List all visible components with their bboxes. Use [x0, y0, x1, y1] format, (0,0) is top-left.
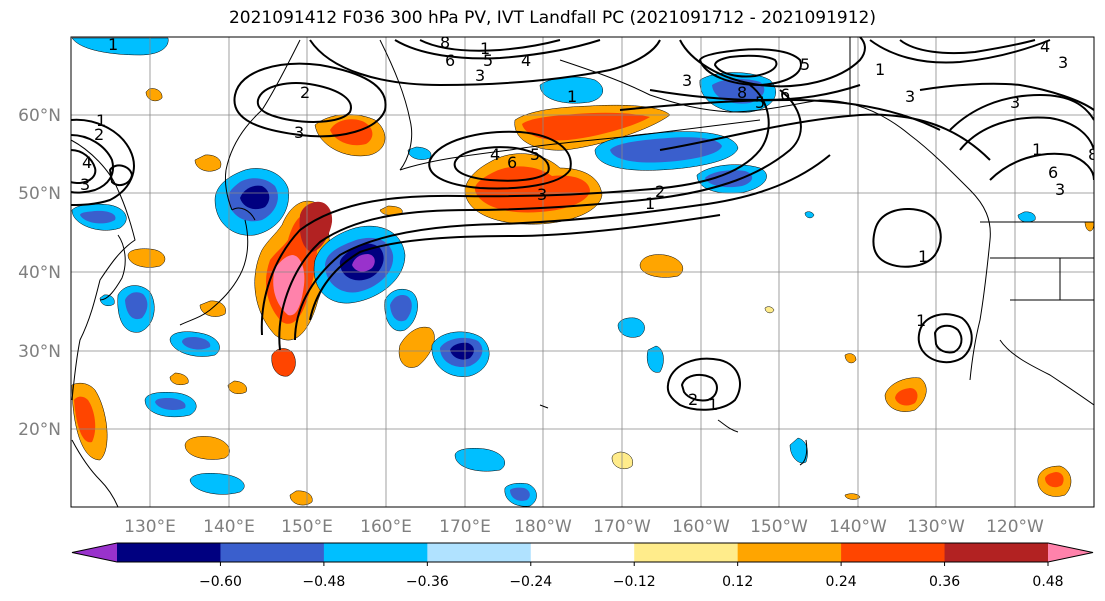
contour-label-2b: 2 — [300, 83, 310, 102]
colorbar-tick-label: 0.24 — [826, 574, 857, 590]
contour-label-2: 2 — [94, 125, 104, 144]
contour-label-8b: 8 — [737, 83, 747, 102]
contour-label-1e: 1 — [645, 194, 655, 213]
contour-label-3i: 3 — [1055, 180, 1065, 199]
lon-label: 170°E — [439, 517, 491, 537]
contour-label-1c: 1 — [480, 39, 490, 58]
contour-label-2c: 2 — [655, 182, 665, 201]
contour-label-1b: 1 — [108, 35, 118, 54]
colorbar-extend-high — [1048, 543, 1093, 562]
contour-label-2d: 2 — [688, 390, 698, 409]
colorbar-swatch — [944, 543, 1049, 562]
colorbar-tick-label: 0.12 — [722, 574, 753, 590]
colorbar-swatch — [427, 543, 532, 562]
colorbar-tick-label: 0.48 — [1032, 574, 1063, 590]
contour-label-6b: 6 — [507, 153, 517, 172]
pv-shading — [71, 37, 1094, 507]
contour-lines — [71, 37, 1094, 411]
contour-label-1d: 1 — [567, 87, 577, 106]
contour-label-6: 6 — [445, 51, 455, 70]
colorbar-swatch — [220, 543, 325, 562]
colorbar-tick-label: −0.60 — [199, 574, 242, 590]
colorbar-swatch — [323, 543, 428, 562]
colorbar-tick-label: −0.36 — [406, 574, 449, 590]
lon-label: 120°W — [986, 517, 1044, 537]
contour-label-4c: 4 — [490, 145, 500, 164]
contour-label-5: 5 — [483, 51, 493, 70]
map-frame — [70, 36, 1095, 508]
lat-label: 30°N — [18, 342, 61, 362]
contour-label-3d: 3 — [537, 185, 547, 204]
contour-label-3e: 3 — [682, 71, 692, 90]
lon-label: 150°E — [281, 517, 333, 537]
contour-label-3g: 3 — [1010, 93, 1020, 112]
contour-label-8: 8 — [440, 33, 450, 52]
contour-label-3: 3 — [80, 175, 90, 194]
lat-label: 40°N — [18, 263, 61, 283]
lon-label: 160°W — [672, 517, 730, 537]
contour-label-1g: 1 — [1032, 140, 1042, 159]
lon-label: 160°E — [360, 517, 412, 537]
contour-label-6c: 6 — [780, 85, 790, 104]
colorbar-swatch — [117, 543, 221, 562]
contour-label-1: 1 — [96, 111, 106, 130]
lon-label: 150°W — [750, 517, 808, 537]
lon-label: 180°W — [514, 517, 572, 537]
colorbar-extend-low — [72, 543, 117, 562]
contour-label-1h: 1 — [918, 247, 928, 266]
colorbar-outline — [71, 542, 1094, 563]
graticule — [71, 37, 1094, 507]
contour-label-4: 4 — [82, 153, 92, 172]
lat-label: 60°N — [18, 106, 61, 126]
contour-label-3f: 3 — [905, 87, 915, 106]
contour-label-5c: 5 — [800, 55, 810, 74]
contour-label-8c: 8 — [1088, 145, 1098, 164]
contour-label-3h: 3 — [1058, 53, 1068, 72]
lat-label: 50°N — [18, 184, 61, 204]
longitude-labels: 130°E 140°E 150°E 160°E 170°E 180°W 170°… — [124, 517, 1044, 537]
colorbar-tick-label: −0.12 — [613, 574, 656, 590]
contour-label-3c: 3 — [475, 66, 485, 85]
contour-label-6d: 6 — [1048, 163, 1058, 182]
contour-label-3b: 3 — [294, 123, 304, 142]
latitude-labels: 60°N 50°N 40°N 30°N 20°N — [18, 106, 61, 440]
colorbar-tick-label: 0.36 — [929, 574, 960, 590]
coastlines — [71, 37, 1094, 507]
map-title: 2021091412 F036 300 hPa PV, IVT Landfall… — [228, 8, 876, 28]
colorbar-swatch — [841, 543, 946, 562]
lon-label: 130°W — [907, 517, 965, 537]
lon-label: 130°E — [124, 517, 176, 537]
lon-label: 170°W — [593, 517, 651, 537]
contour-label-1j: 1 — [708, 395, 718, 414]
contour-label-4b: 4 — [521, 51, 531, 70]
colorbar-tick-label: −0.24 — [509, 574, 552, 590]
colorbar-swatch — [530, 543, 635, 562]
lat-label: 20°N — [18, 420, 61, 440]
lon-label: 140°E — [203, 517, 255, 537]
contour-label-1f: 1 — [875, 60, 885, 79]
colorbar-swatch — [737, 543, 842, 562]
contour-label-4d: 4 — [1040, 37, 1050, 56]
colorbar-swatch — [634, 543, 739, 562]
colorbar: −0.60 −0.48 −0.36 −0.24 −0.12 0.12 0.24 0.36 0.4… — [71, 542, 1094, 590]
contour-label-1i: 1 — [916, 311, 926, 330]
contour-label-7: 5 — [755, 93, 765, 112]
contour-value-labels: 1 2 3 4 1 2 3 8 6 1 5 4 3 1 4 6 5 3 2 1 … — [80, 33, 1098, 414]
colorbar-tick-label: −0.48 — [302, 574, 345, 590]
lon-label: 140°W — [829, 517, 887, 537]
contour-label-5b: 5 — [530, 145, 540, 164]
